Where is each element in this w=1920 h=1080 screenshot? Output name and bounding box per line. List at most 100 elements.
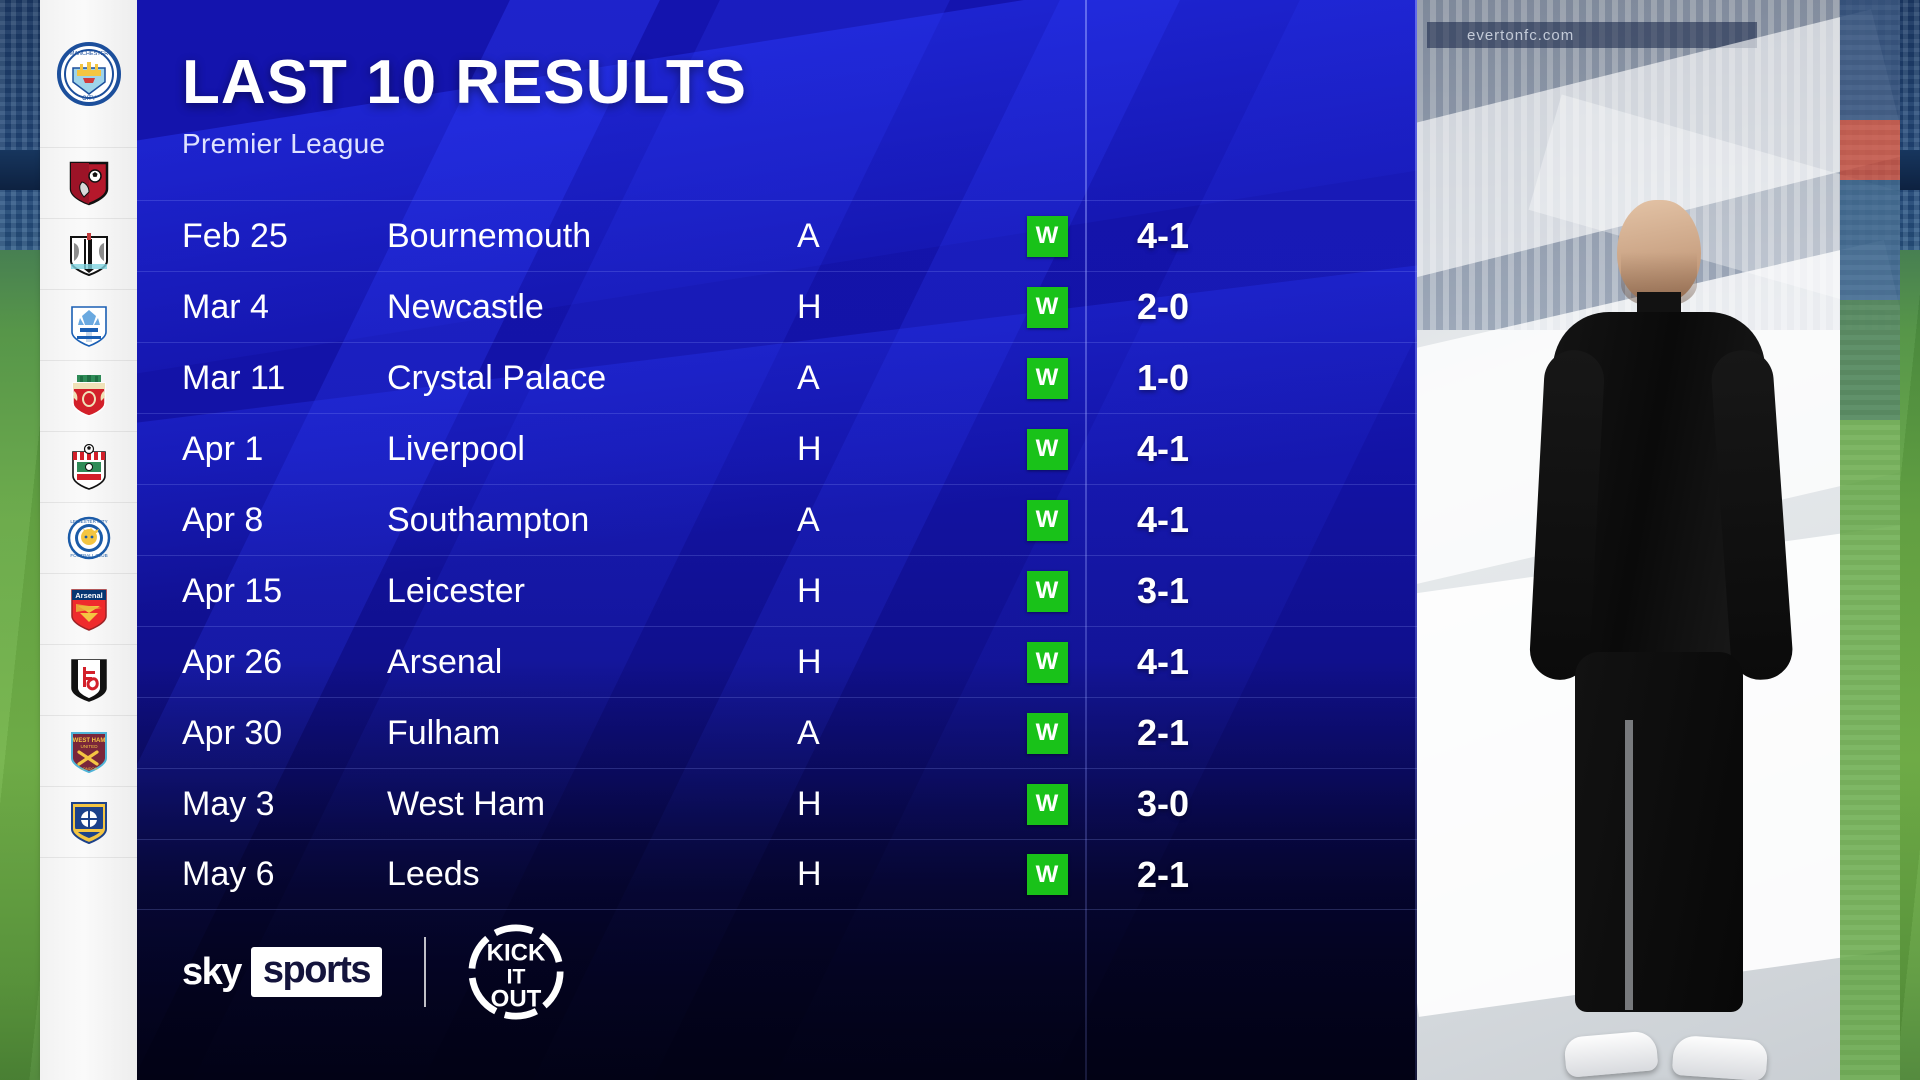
sidebar-item-fulham[interactable] — [40, 645, 137, 716]
result-opponent: Arsenal — [387, 642, 503, 681]
leicester-crest: LEICESTER CITY FOOTBALL CLUB — [67, 516, 110, 560]
result-outcome-cell: W — [987, 357, 1107, 399]
result-opponent: Leeds — [387, 855, 480, 893]
result-venue: H — [797, 642, 822, 681]
sidebar-item-southampton[interactable] — [40, 432, 137, 503]
page-title: LAST 10 RESULTS — [182, 48, 748, 117]
status-badge: W — [1026, 428, 1068, 470]
bournemouth-crest — [69, 161, 108, 206]
result-venue: A — [797, 713, 820, 752]
svg-text:LEICESTER CITY: LEICESTER CITY — [70, 519, 107, 524]
sidebar-item-west-ham[interactable]: WEST HAM UNITED LONDON — [40, 716, 137, 787]
manager-head — [1617, 200, 1701, 302]
fulham-crest — [70, 659, 107, 702]
result-date: Apr 15 — [182, 571, 283, 610]
manager-legs — [1575, 652, 1743, 1012]
svg-text:UNITED: UNITED — [80, 744, 98, 749]
result-score: 1-0 — [1137, 357, 1190, 398]
sky-logo-word: sky — [182, 950, 242, 993]
svg-text:FOOTBALL CLUB: FOOTBALL CLUB — [70, 553, 107, 558]
sidebar-item-manchester-city[interactable]: MANCHESTER CITY — [40, 0, 137, 148]
result-opponent: Leicester — [387, 571, 525, 610]
result-outcome-cell: W — [987, 286, 1107, 328]
column-divider-right — [1415, 0, 1417, 1080]
result-score: 3-0 — [1137, 783, 1190, 824]
manager-leg-gap — [1625, 720, 1633, 1010]
manager-shoe-left — [1563, 1030, 1659, 1078]
table-row: Apr 15 Leicester H W 3-1 — [137, 555, 1417, 626]
result-outcome-cell: W — [987, 428, 1107, 470]
status-badge: W — [1026, 357, 1068, 399]
sidebar-item-leicester[interactable]: LEICESTER CITY FOOTBALL CLUB — [40, 503, 137, 574]
svg-text:MANCHESTER: MANCHESTER — [69, 51, 108, 57]
status-badge: W — [1026, 499, 1068, 541]
result-opponent: Newcastle — [387, 287, 544, 326]
table-row: Apr 1 Liverpool H W 4-1 — [137, 413, 1417, 484]
sidebar-item-liverpool[interactable] — [40, 361, 137, 432]
logo-separator — [424, 937, 427, 1007]
svg-text:Arsenal: Arsenal — [75, 591, 103, 600]
table-row: Mar 11 Crystal Palace A W 1-0 — [137, 342, 1417, 413]
manchester-city-crest: MANCHESTER CITY — [56, 41, 121, 106]
panel-bottom-gradient — [137, 660, 1417, 1080]
sidebar-item-crystal-palace[interactable] — [40, 290, 137, 361]
result-score: 3-1 — [1137, 570, 1190, 611]
newcastle-crest — [69, 233, 108, 277]
table-row: May 6 Leeds H W 2-1 — [137, 839, 1417, 910]
manager-photo-pane: evertonfc.com — [1417, 0, 1900, 1080]
svg-text:LONDON: LONDON — [80, 766, 97, 771]
result-venue: H — [797, 287, 822, 326]
sidebar-item-bournemouth[interactable] — [40, 148, 137, 219]
crystal-palace-crest — [70, 306, 107, 347]
result-outcome-cell: W — [987, 712, 1107, 754]
status-badge: W — [1026, 712, 1068, 754]
result-outcome-cell: W — [987, 783, 1107, 825]
results-table: Feb 25 Bournemouth A W 4-1 Mar 4 Newcastle H W 2-… — [137, 200, 1417, 910]
kick-it-out-logo: KICK IT OUT — [468, 924, 564, 1020]
sidebar-item-arsenal[interactable]: Arsenal — [40, 574, 137, 645]
result-score: 2-0 — [1137, 286, 1190, 327]
manager-cutout — [1509, 200, 1809, 1080]
status-badge: W — [1026, 641, 1068, 683]
result-outcome-cell: W — [987, 854, 1107, 895]
table-row: Apr 30 Fulham A W 2-1 — [137, 697, 1417, 768]
column-divider-results — [1085, 0, 1087, 1080]
result-opponent: Liverpool — [387, 429, 525, 468]
result-opponent: Fulham — [387, 713, 501, 752]
crest-rail-spacer — [40, 858, 137, 1038]
sky-logo-sports: sports — [250, 947, 383, 997]
result-date: Apr 26 — [182, 642, 283, 681]
manager-shoe-right — [1671, 1034, 1769, 1080]
result-score: 4-1 — [1137, 499, 1190, 540]
sky-sports-logo: sky sports — [182, 947, 383, 997]
results-panel: LAST 10 RESULTS Premier League Feb 25 Bou… — [137, 0, 1417, 1080]
southampton-crest — [71, 444, 106, 490]
status-badge: W — [1026, 570, 1068, 612]
status-badge: W — [1026, 286, 1068, 328]
result-date: May 3 — [182, 784, 275, 823]
sidebar-item-newcastle[interactable] — [40, 219, 137, 290]
result-venue: H — [797, 855, 822, 893]
result-venue: A — [797, 216, 820, 255]
result-date: Apr 1 — [182, 429, 264, 468]
kick-it-out-line1: KICK — [487, 939, 546, 966]
table-row: Feb 25 Bournemouth A W 4-1 — [137, 200, 1417, 271]
west-ham-crest: WEST HAM UNITED LONDON — [70, 732, 107, 774]
table-row: Apr 26 Arsenal H W 4-1 — [137, 626, 1417, 697]
result-outcome-cell: W — [987, 641, 1107, 683]
floor-reflection — [1569, 1078, 1759, 1080]
arsenal-crest: Arsenal — [70, 589, 107, 631]
results-graphic-overlay: MANCHESTER CITY — [20, 0, 1900, 1080]
result-outcome-cell: W — [987, 215, 1107, 257]
kick-it-out-line3: OUT — [491, 986, 542, 1013]
status-badge: W — [1026, 215, 1068, 257]
result-venue: A — [797, 500, 820, 539]
result-opponent: Bournemouth — [387, 216, 592, 255]
page-subtitle: Premier League — [182, 128, 386, 159]
result-venue: H — [797, 784, 822, 823]
result-outcome-cell: W — [987, 499, 1107, 541]
stadium-edge-strip — [1840, 0, 1900, 1080]
sidebar-item-leeds[interactable] — [40, 787, 137, 858]
result-venue: A — [797, 358, 820, 397]
graphic-header: LAST 10 RESULTS Premier League — [182, 52, 747, 160]
